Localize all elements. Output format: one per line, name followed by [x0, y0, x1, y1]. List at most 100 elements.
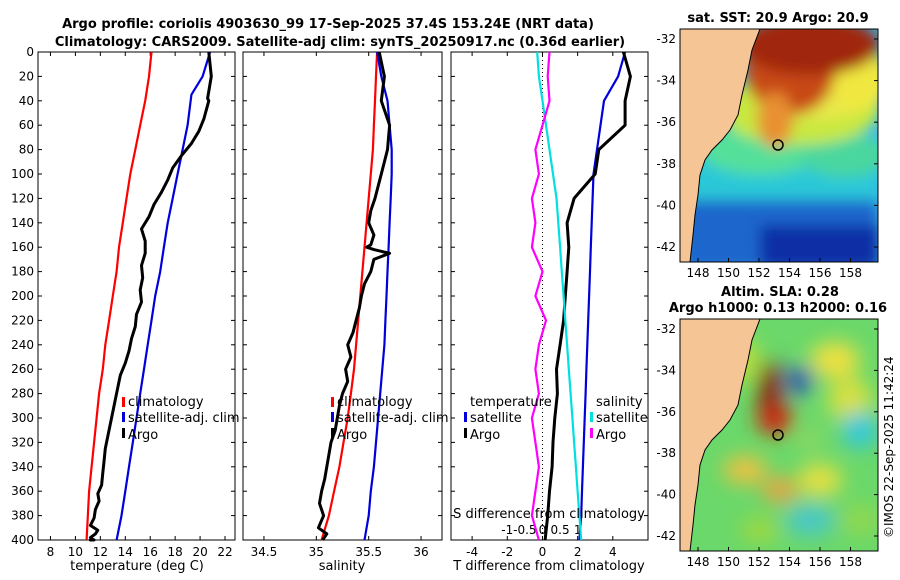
map-y-tick-label: -34: [656, 363, 676, 377]
legend-swatch-climatology: [331, 397, 334, 407]
map-x-tick-label: 148: [687, 266, 710, 280]
legend-climatology: climatology: [128, 395, 204, 410]
x-tick-label: 36: [413, 545, 428, 559]
legend-swatch-satellite: [331, 412, 334, 422]
y-tick-label: 140: [11, 216, 34, 230]
series-line-satellite-adj-clim: [363, 51, 393, 541]
y-tick-label: 300: [11, 411, 34, 425]
plot-frame: [450, 51, 649, 541]
map-x-tick-label: 156: [809, 555, 832, 569]
legend-temperature-heading: temperature: [470, 395, 552, 410]
map-y-tick-label: -42: [656, 529, 676, 543]
legend-satellite: satellite-adj. clim: [337, 411, 449, 426]
series-line-s-satellite: [536, 51, 583, 541]
x-tick-label: 8: [47, 545, 55, 559]
legend-swatch-s-satellite: [590, 412, 593, 422]
x-tick-label: 35: [309, 545, 324, 559]
sst-map: -32 -34 -36 -38 -40 -42 148 150 152 154 156 158: [656, 28, 879, 280]
x-tick-label: 0: [539, 545, 547, 559]
salinity-xlabel: salinity: [319, 559, 366, 574]
legend-swatch-argo: [122, 428, 125, 438]
map-x-tick-label: 158: [839, 266, 862, 280]
map-y-tick-label: -42: [656, 240, 676, 254]
sla-map-title-1: Altim. SLA: 0.28: [721, 285, 839, 300]
x-tick-label: 20: [192, 545, 207, 559]
y-tick-label: 40: [19, 94, 34, 108]
legend-swatch-t-argo: [464, 428, 467, 438]
y-tick-label: 360: [11, 484, 34, 498]
x-tick-label: 35.5: [355, 545, 382, 559]
series-line-s-argo: [530, 51, 551, 541]
y-tick-label: 200: [11, 289, 34, 303]
series-line-satellite-adj-clim: [115, 51, 212, 541]
legend-argo: Argo: [128, 428, 158, 443]
y-tick-label: 400: [11, 533, 34, 547]
x-tick-label: 10: [68, 545, 83, 559]
y-tick-label: 100: [11, 167, 34, 181]
series-line-argo: [88, 51, 213, 542]
top-x-tick-label: 1: [574, 523, 582, 537]
title-line-2: Climatology: CARS2009. Satellite-adj cli…: [55, 35, 625, 50]
map-y-tick-label: -32: [656, 32, 676, 46]
series-line-t-argo: [543, 51, 632, 541]
sla-map: -32 -34 -36 -38 -40 -42 148 150 152 154 156 158: [656, 318, 879, 569]
legend-s-satellite: satellite: [596, 411, 648, 426]
legend-satellite: satellite-adj. clim: [128, 411, 240, 426]
x-tick-label: 4: [609, 545, 617, 559]
map-y-tick-label: -38: [656, 446, 676, 460]
plot-frame: [37, 51, 236, 541]
sst-map-title: sat. SST: 20.9 Argo: 20.9: [687, 11, 868, 26]
y-tick-label: 160: [11, 240, 34, 254]
legend-argo: Argo: [337, 428, 367, 443]
x-tick-label: 18: [168, 545, 183, 559]
legend-swatch-climatology: [122, 397, 125, 407]
map-x-tick-label: 156: [809, 266, 832, 280]
map-y-tick-label: -32: [656, 322, 676, 336]
series-line-climatology: [320, 51, 379, 541]
map-y-tick-label: -40: [656, 198, 676, 212]
map-x-tick-label: 150: [717, 266, 740, 280]
salinity-panel: 34.5 35 35.5 36: [242, 51, 443, 559]
title-line-1: Argo profile: coriolis 4903630_99 17-Sep…: [62, 17, 594, 32]
y-tick-label: 380: [11, 509, 34, 523]
map-y-tick-label: -40: [656, 488, 676, 502]
y-tick-label: 260: [11, 362, 34, 376]
difference-legend: temperature satellite Argo salinity sate…: [464, 395, 648, 443]
map-x-tick-label: 154: [778, 266, 801, 280]
series-line-argo: [316, 51, 392, 541]
y-tick-label: 120: [11, 191, 34, 205]
t-difference-xlabel: T difference from climatology: [452, 559, 645, 574]
y-tick-label: 280: [11, 387, 34, 401]
legend-t-argo: Argo: [470, 428, 500, 443]
map-y-tick-label: -36: [656, 405, 676, 419]
x-tick-label: -2: [501, 545, 513, 559]
top-x-tick-label: -1: [501, 523, 513, 537]
map-y-tick-label: -34: [656, 74, 676, 88]
x-tick-label: -4: [466, 545, 478, 559]
y-tick-label: 320: [11, 435, 34, 449]
map-x-tick-label: 154: [778, 555, 801, 569]
map-y-tick-label: -38: [656, 157, 676, 171]
legend-s-argo: Argo: [596, 428, 626, 443]
x-tick-label: 2: [574, 545, 582, 559]
legend-swatch-t-satellite: [464, 412, 467, 422]
y-tick-label: 240: [11, 338, 34, 352]
map-x-tick-label: 150: [717, 555, 740, 569]
legend-climatology: climatology: [337, 395, 413, 410]
y-tick-label: 60: [19, 118, 34, 132]
legend-swatch-argo: [331, 428, 334, 438]
temperature-xlabel: temperature (deg C): [70, 559, 204, 574]
map-y-tick-label: -36: [656, 115, 676, 129]
argo-location-marker: [772, 429, 784, 441]
y-tick-label: 0: [26, 45, 34, 59]
argo-location-marker: [772, 139, 784, 151]
legend-swatch-satellite: [122, 412, 125, 422]
map-x-tick-label: 152: [748, 266, 771, 280]
y-tick-label: 220: [11, 313, 34, 327]
top-x-tick-label: 0.5: [551, 523, 570, 537]
y-tick-label: 180: [11, 265, 34, 279]
top-x-tick-label: 0: [539, 523, 547, 537]
sla-map-title-2: Argo h1000: 0.13 h2000: 0.16: [669, 301, 887, 316]
x-tick-label: 22: [217, 545, 232, 559]
